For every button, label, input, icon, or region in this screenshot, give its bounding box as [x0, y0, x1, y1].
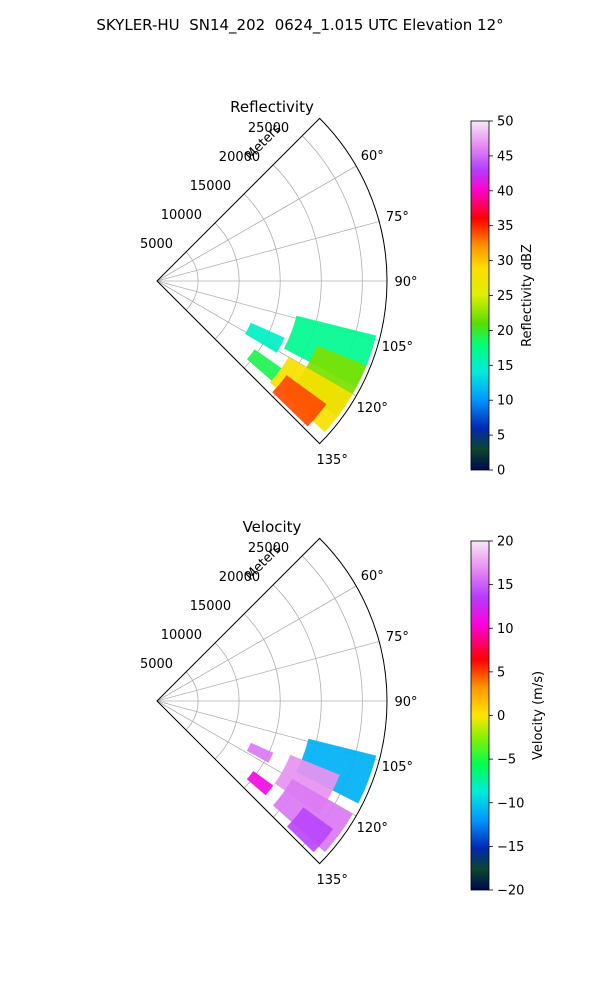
echo-region — [286, 807, 334, 853]
colorbar-tick-label: 20 — [497, 535, 514, 550]
azimuth-tick-label: 60° — [361, 569, 384, 584]
colorbar — [470, 540, 490, 891]
range-tick-label: 10000 — [161, 628, 202, 643]
colorbar-tick-label: −10 — [497, 796, 524, 811]
colorbar-label: Velocity (m/s) — [531, 671, 546, 760]
colorbar-tick-label: −20 — [497, 884, 524, 899]
echo-region — [272, 375, 327, 427]
azimuth-gridline — [156, 165, 357, 282]
sector-frame — [156, 537, 388, 865]
colorbar-tick-label: 25 — [497, 289, 514, 304]
range-tick-label: 25000 — [248, 121, 289, 136]
azimuth-tick-label: 120° — [357, 401, 388, 416]
echo-region — [245, 322, 285, 353]
azimuth-tick-label: 75° — [386, 210, 409, 225]
azimuth-tick-label: 120° — [357, 821, 388, 836]
colorbar-tick-label: 50 — [497, 115, 514, 130]
range-tick-label: 10000 — [161, 208, 202, 223]
range-tick-label: 5000 — [140, 237, 173, 252]
colorbar-tick-label: 20 — [497, 324, 514, 339]
range-tick-label: 20000 — [219, 150, 260, 165]
colorbar-tick-label: −5 — [497, 753, 516, 768]
colorbar-tick-label: 10 — [497, 394, 514, 409]
echo-region — [246, 771, 274, 796]
azimuth-gridline — [156, 641, 380, 702]
colorbar-tick-label: 5 — [497, 665, 505, 680]
colorbar-tick-label: 0 — [497, 464, 505, 479]
colorbar-tick-label: −15 — [497, 840, 524, 855]
azimuth-tick-label: 135° — [317, 453, 348, 468]
echo-region — [246, 742, 274, 763]
reflectivity-panel: Reflectivity500010000150002000025000Mete… — [140, 98, 535, 479]
range-tick-label: 15000 — [190, 179, 231, 194]
colorbar-tick-label: 40 — [497, 184, 514, 199]
azimuth-gridline — [156, 221, 380, 282]
range-tick-label: 5000 — [140, 657, 173, 672]
range-tick-label: 20000 — [219, 570, 260, 585]
echo-region — [296, 738, 377, 804]
colorbar-tick-label: 35 — [497, 219, 514, 234]
azimuth-tick-label: 60° — [361, 149, 384, 164]
colorbar-tick-label: 30 — [497, 254, 514, 269]
colorbar — [470, 120, 490, 471]
panel-title: Reflectivity — [230, 98, 314, 116]
azimuth-tick-label: 105° — [382, 340, 413, 355]
colorbar-tick-label: 10 — [497, 622, 514, 637]
azimuth-tick-label: 90° — [394, 695, 417, 710]
colorbar-tick-label: 5 — [497, 429, 505, 444]
colorbar-tick-label: 45 — [497, 149, 514, 164]
azimuth-tick-label: 105° — [382, 760, 413, 775]
azimuth-tick-label: 90° — [394, 275, 417, 290]
azimuth-tick-label: 75° — [386, 630, 409, 645]
azimuth-tick-label: 135° — [317, 873, 348, 888]
figure-title: SKYLER-HU SN14_202 0624_1.015 UTC Elevat… — [96, 16, 504, 34]
colorbar-tick-label: 15 — [497, 359, 514, 374]
sector-frame — [156, 117, 388, 445]
azimuth-gridline — [156, 585, 357, 702]
range-tick-label: 15000 — [190, 599, 231, 614]
colorbar-tick-label: 15 — [497, 578, 514, 593]
panel-title: Velocity — [243, 518, 302, 536]
echo-region — [246, 349, 282, 381]
range-tick-label: 25000 — [248, 541, 289, 556]
colorbar-tick-label: 0 — [497, 709, 505, 724]
colorbar-label: Reflectivity dBZ — [520, 244, 535, 347]
